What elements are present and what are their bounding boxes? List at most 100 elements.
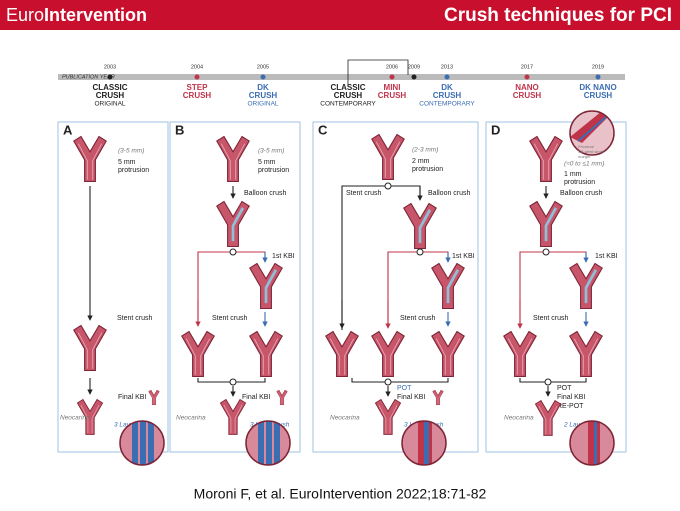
vessel	[402, 202, 438, 250]
step: Stent crush	[400, 315, 436, 322]
brand-light: Euro	[6, 5, 44, 25]
event-name: STEP	[187, 83, 209, 92]
milestone	[444, 74, 450, 80]
event-name: CRUSH	[433, 91, 462, 100]
branch	[197, 251, 266, 320]
panel-a	[57, 121, 169, 453]
milestone	[411, 74, 417, 80]
milestone	[107, 74, 113, 80]
step: POT	[397, 385, 412, 392]
panel-c	[312, 121, 479, 453]
year: 2003	[104, 64, 116, 70]
event-name: CRUSH	[584, 91, 613, 100]
step: Final KBI	[557, 394, 585, 401]
event-name: CLASSIC	[330, 83, 365, 92]
event-sub: CONTEMPORARY	[419, 101, 475, 108]
merge	[519, 378, 587, 383]
vessel	[219, 399, 247, 435]
vessel	[569, 330, 603, 378]
step: Final KBI	[242, 394, 270, 401]
neocarina: Neocarina	[176, 415, 206, 422]
merge	[351, 378, 449, 383]
node	[384, 378, 392, 386]
event-name: CRUSH	[96, 91, 125, 100]
protrusion: protrusion	[258, 167, 289, 174]
step: Balloon crush	[244, 190, 287, 197]
event-sub: ORIGINAL	[94, 101, 125, 108]
year: 2019	[592, 64, 604, 70]
icon	[276, 390, 288, 405]
protrusion: protrusion	[412, 166, 443, 173]
event-name: DK	[441, 83, 453, 92]
neocarina: Neocarina	[504, 415, 534, 422]
vessel	[325, 330, 359, 378]
neocarina: Neocarina	[330, 415, 360, 422]
step: 1st KBI	[595, 253, 618, 260]
event-name: CRUSH	[183, 91, 212, 100]
neocarina: Neocarina	[60, 415, 90, 422]
vessel	[216, 135, 250, 183]
step: 1st KBI	[272, 253, 295, 260]
protrusion: 5 mm	[118, 159, 136, 166]
event-name: CRUSH	[513, 91, 542, 100]
bracket	[347, 59, 409, 86]
event-name: CRUSH	[334, 91, 363, 100]
size: (2-3 mm)	[412, 147, 438, 154]
vessel	[503, 330, 537, 378]
inset-note: Proximal	[578, 144, 594, 149]
panel-letter: A	[63, 122, 73, 137]
vessel	[528, 200, 564, 248]
size: (3-5 mm)	[118, 148, 144, 155]
step: Final KBI	[118, 394, 146, 401]
vessel	[431, 330, 465, 378]
step: POT	[557, 385, 572, 392]
event-name: MINI	[384, 83, 401, 92]
year: 2004	[191, 64, 203, 70]
lens	[245, 420, 291, 466]
step: Balloon crush	[560, 190, 603, 197]
protrusion: 5 mm	[258, 159, 276, 166]
event-name: DK	[257, 83, 269, 92]
vessel	[529, 135, 563, 183]
inset-note: margin	[578, 154, 591, 159]
vessel	[181, 330, 215, 378]
node	[544, 378, 552, 386]
panel-b	[169, 121, 301, 453]
panel-letter: C	[318, 122, 328, 137]
vessel	[568, 262, 604, 310]
year: 2005	[257, 64, 269, 70]
vessel	[248, 262, 284, 310]
event-name: CRUSH	[249, 91, 278, 100]
icon	[148, 390, 160, 405]
panel-d	[485, 121, 627, 453]
milestone	[194, 74, 200, 80]
year: 2013	[441, 64, 453, 70]
event-name: CRUSH	[378, 91, 407, 100]
lens	[119, 420, 165, 466]
vessel	[371, 330, 405, 378]
citation: Moroni F, et al. EuroIntervention 2022;1…	[194, 486, 487, 502]
event-sub: ORIGINAL	[247, 101, 278, 108]
event-name: DK NANO	[579, 83, 616, 92]
lens	[401, 420, 447, 466]
lens	[569, 420, 615, 466]
brand-bold: Intervention	[44, 5, 147, 25]
protrusion: 1 mm	[564, 171, 582, 178]
step: Stent crush	[117, 315, 153, 322]
size: (≈0 to ≤1 mm)	[564, 161, 604, 168]
brand: EuroIntervention	[6, 5, 147, 25]
step: Stent crush	[212, 315, 248, 322]
vessel	[249, 330, 283, 378]
year: 2017	[521, 64, 533, 70]
milestone	[595, 74, 601, 80]
milestone	[389, 74, 395, 80]
timeline-label: PUBLICATION YEAR	[62, 74, 115, 80]
vessel	[430, 262, 466, 310]
year: 2009	[408, 64, 420, 70]
slide-title: Crush techniques for PCI	[444, 5, 672, 26]
event-sub: CONTEMPORARY	[320, 101, 376, 108]
panel-letter: B	[175, 122, 184, 137]
node	[416, 248, 424, 256]
vessel	[534, 400, 562, 436]
